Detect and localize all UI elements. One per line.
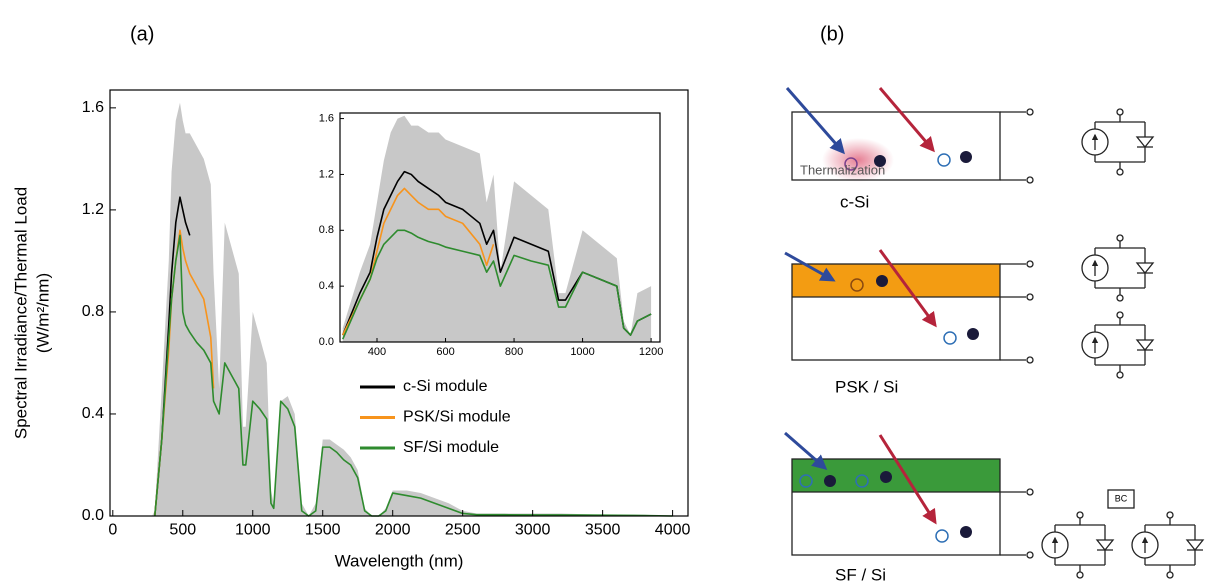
singlet-fission-layer	[792, 459, 1000, 492]
circuit	[1132, 512, 1203, 578]
y-tick-label: 1.2	[319, 168, 334, 180]
y-tick-label: 0.8	[319, 224, 334, 236]
hole	[943, 331, 957, 345]
line	[342, 229, 652, 340]
legend-label: c-Si module	[403, 378, 488, 395]
circuit	[1082, 312, 1153, 378]
y-tick-label: 0.0	[82, 507, 104, 524]
y-axis-label: Spectral Irradiance/Thermal Load	[11, 187, 30, 439]
x-tick-label: 1000	[570, 346, 594, 358]
y-tick-label: 0.8	[82, 303, 104, 320]
terminal-lead	[792, 491, 1026, 556]
circuit	[1082, 109, 1153, 175]
terminal-lead	[1000, 111, 1026, 181]
cell-label: SF / Si	[835, 565, 886, 584]
photon-arrow	[784, 431, 828, 470]
annotation: Thermalization	[800, 162, 885, 177]
x-tick-label: 3000	[515, 522, 551, 539]
hole	[855, 474, 869, 488]
perovskite-layer	[792, 264, 1000, 297]
electron	[967, 328, 979, 340]
bc-label: BC	[1115, 493, 1128, 503]
x-tick-label: 1500	[305, 522, 341, 539]
electron	[824, 475, 836, 487]
electron	[960, 151, 972, 163]
panel-label: (b)	[820, 23, 844, 45]
electron	[874, 155, 886, 167]
chart-panel: 0.0 0.4 0.8 1.2 1.6 0 500 1000 1500 2000 2500 3000 3…	[11, 23, 690, 570]
plot-frame	[109, 89, 689, 517]
terminal	[1026, 176, 1034, 184]
legend-label: PSK/Si module	[403, 409, 511, 426]
electron	[960, 526, 972, 538]
cell-box	[791, 263, 1001, 361]
cell-label: c-Si	[840, 192, 869, 211]
line	[153, 229, 215, 517]
x-tick-label: 500	[169, 522, 196, 539]
hole	[850, 278, 864, 292]
panel-label: (a)	[130, 23, 154, 45]
x-tick-label: 0	[108, 522, 117, 539]
terminal	[1026, 108, 1034, 116]
line	[342, 187, 495, 336]
photon-arrow	[785, 87, 845, 155]
terminal	[1026, 488, 1034, 496]
diagram-panel: (b) Thermalization c-Si PSK / Si	[784, 23, 1203, 584]
terminal	[1026, 293, 1034, 301]
x-tick-label: 600	[436, 346, 454, 358]
bc-box	[1107, 489, 1135, 509]
x-tick-label: 400	[368, 346, 386, 358]
y-tick-label: 0.4	[319, 280, 334, 292]
terminal	[1026, 356, 1034, 364]
photon-arrow	[878, 434, 937, 525]
terminal	[1026, 551, 1034, 559]
hole	[844, 157, 858, 171]
terminal	[1026, 260, 1034, 268]
y-tick-label: 0.0	[319, 336, 334, 348]
y-tick-label: 1.6	[82, 99, 104, 116]
photon-arrow	[878, 87, 935, 153]
x-tick-label: 2000	[375, 522, 411, 539]
electron	[876, 275, 888, 287]
y-tick-label: 1.6	[319, 112, 334, 124]
circuit	[1042, 512, 1113, 578]
x-tick-label: 800	[505, 346, 523, 358]
electron	[880, 471, 892, 483]
x-tick-label: 2500	[445, 522, 481, 539]
hole	[937, 153, 951, 167]
x-tick-label: 3500	[585, 522, 621, 539]
hole	[799, 474, 813, 488]
cell-label: PSK / Si	[835, 377, 898, 396]
x-tick-label: 1200	[639, 346, 663, 358]
legend-label: SF/Si module	[403, 439, 499, 456]
y-tick-label: 1.2	[82, 201, 104, 218]
hole	[935, 529, 949, 543]
y-tick-label: 0.4	[82, 405, 104, 422]
photon-arrow	[878, 249, 937, 328]
x-axis-label: Wavelength (nm)	[335, 551, 464, 570]
x-tick-label: 4000	[655, 522, 691, 539]
x-tick-label: 1000	[235, 522, 271, 539]
area	[151, 102, 673, 517]
circuit	[1082, 235, 1153, 301]
y-axis-label: (W/m²/nm)	[33, 273, 52, 353]
cell-box	[791, 111, 1001, 181]
photon-arrow	[784, 251, 836, 282]
line	[153, 234, 673, 517]
plot-frame	[339, 112, 661, 343]
terminal-lead	[792, 263, 1026, 361]
